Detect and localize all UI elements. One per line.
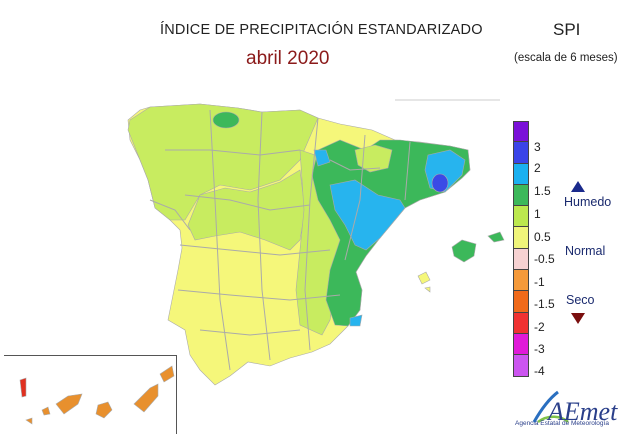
logo-wordmark: AEmet <box>546 397 618 426</box>
legend-normal-label: Normal <box>565 244 606 258</box>
legend-swatch <box>513 270 529 292</box>
legend-tick-label: 1.5 <box>534 184 551 198</box>
legend-swatch <box>513 355 529 377</box>
legend-swatch <box>513 312 529 334</box>
province-borders <box>149 109 411 371</box>
menorca-island <box>487 231 505 243</box>
el-hierro-island <box>25 417 33 425</box>
legend-dry-label: Seco <box>566 293 595 307</box>
legend-tick-label: 2 <box>534 161 541 175</box>
legend-tick-label: -4 <box>534 364 545 378</box>
legend-swatch <box>513 184 529 207</box>
humid-arrow-up-icon <box>571 181 585 192</box>
legend-tick-label: -3 <box>534 342 545 356</box>
map-subtitle-date: abril 2020 <box>246 48 330 69</box>
legend-tick-label: -2 <box>534 320 545 334</box>
scale-label: (escala de 6 meses) <box>514 52 618 64</box>
index-label: SPI <box>553 20 581 39</box>
northwest-above-normal <box>127 103 319 221</box>
map-title: ÍNDICE DE PRECIPITACIÓN ESTANDARIZADO <box>160 22 483 38</box>
aemet-logo: AEmet <box>532 390 618 426</box>
legend-tick-label: -1.5 <box>534 297 555 311</box>
legend-swatch <box>513 248 529 271</box>
legend-swatch <box>513 121 529 143</box>
legend-humid-label: Humedo <box>564 195 612 209</box>
legend-swatch <box>513 142 529 164</box>
la-palma-island <box>19 377 27 398</box>
legend-swatch <box>513 163 529 185</box>
logo-caption: Agencia Estatal de Meteorología <box>515 420 609 427</box>
asturias-wet-patch <box>212 111 240 129</box>
legend-tick-label: 0.5 <box>534 230 551 244</box>
ibiza-island <box>417 271 431 285</box>
dry-arrow-down-icon <box>571 313 585 324</box>
tenerife-island <box>55 393 83 415</box>
legend-tick-label: 3 <box>534 140 541 154</box>
legend-tick-label: 1 <box>534 207 541 221</box>
legend-swatch <box>513 227 529 249</box>
spi-legend <box>513 121 530 377</box>
ebro-above-normal <box>354 144 393 173</box>
lanzarote-island <box>159 365 175 383</box>
mallorca-island <box>451 239 477 263</box>
canary-islands-inset-frame <box>4 355 177 434</box>
east-very-wet-zone <box>329 179 406 251</box>
catalonia-extremely-wet-patch <box>431 173 449 193</box>
fuerteventura-island <box>133 383 159 413</box>
south-east-very-wet-patch <box>349 314 363 327</box>
legend-swatch <box>513 333 529 356</box>
legend-tick-label: -1 <box>534 275 545 289</box>
legend-tick-label: -0.5 <box>534 252 555 266</box>
legend-swatch <box>513 291 529 313</box>
center-above-normal <box>187 169 306 251</box>
north-very-wet-patch <box>313 149 331 167</box>
gran-canaria-island <box>95 401 113 419</box>
formentera-island <box>424 286 431 293</box>
legend-swatch <box>513 206 529 228</box>
la-gomera-island <box>41 406 51 416</box>
